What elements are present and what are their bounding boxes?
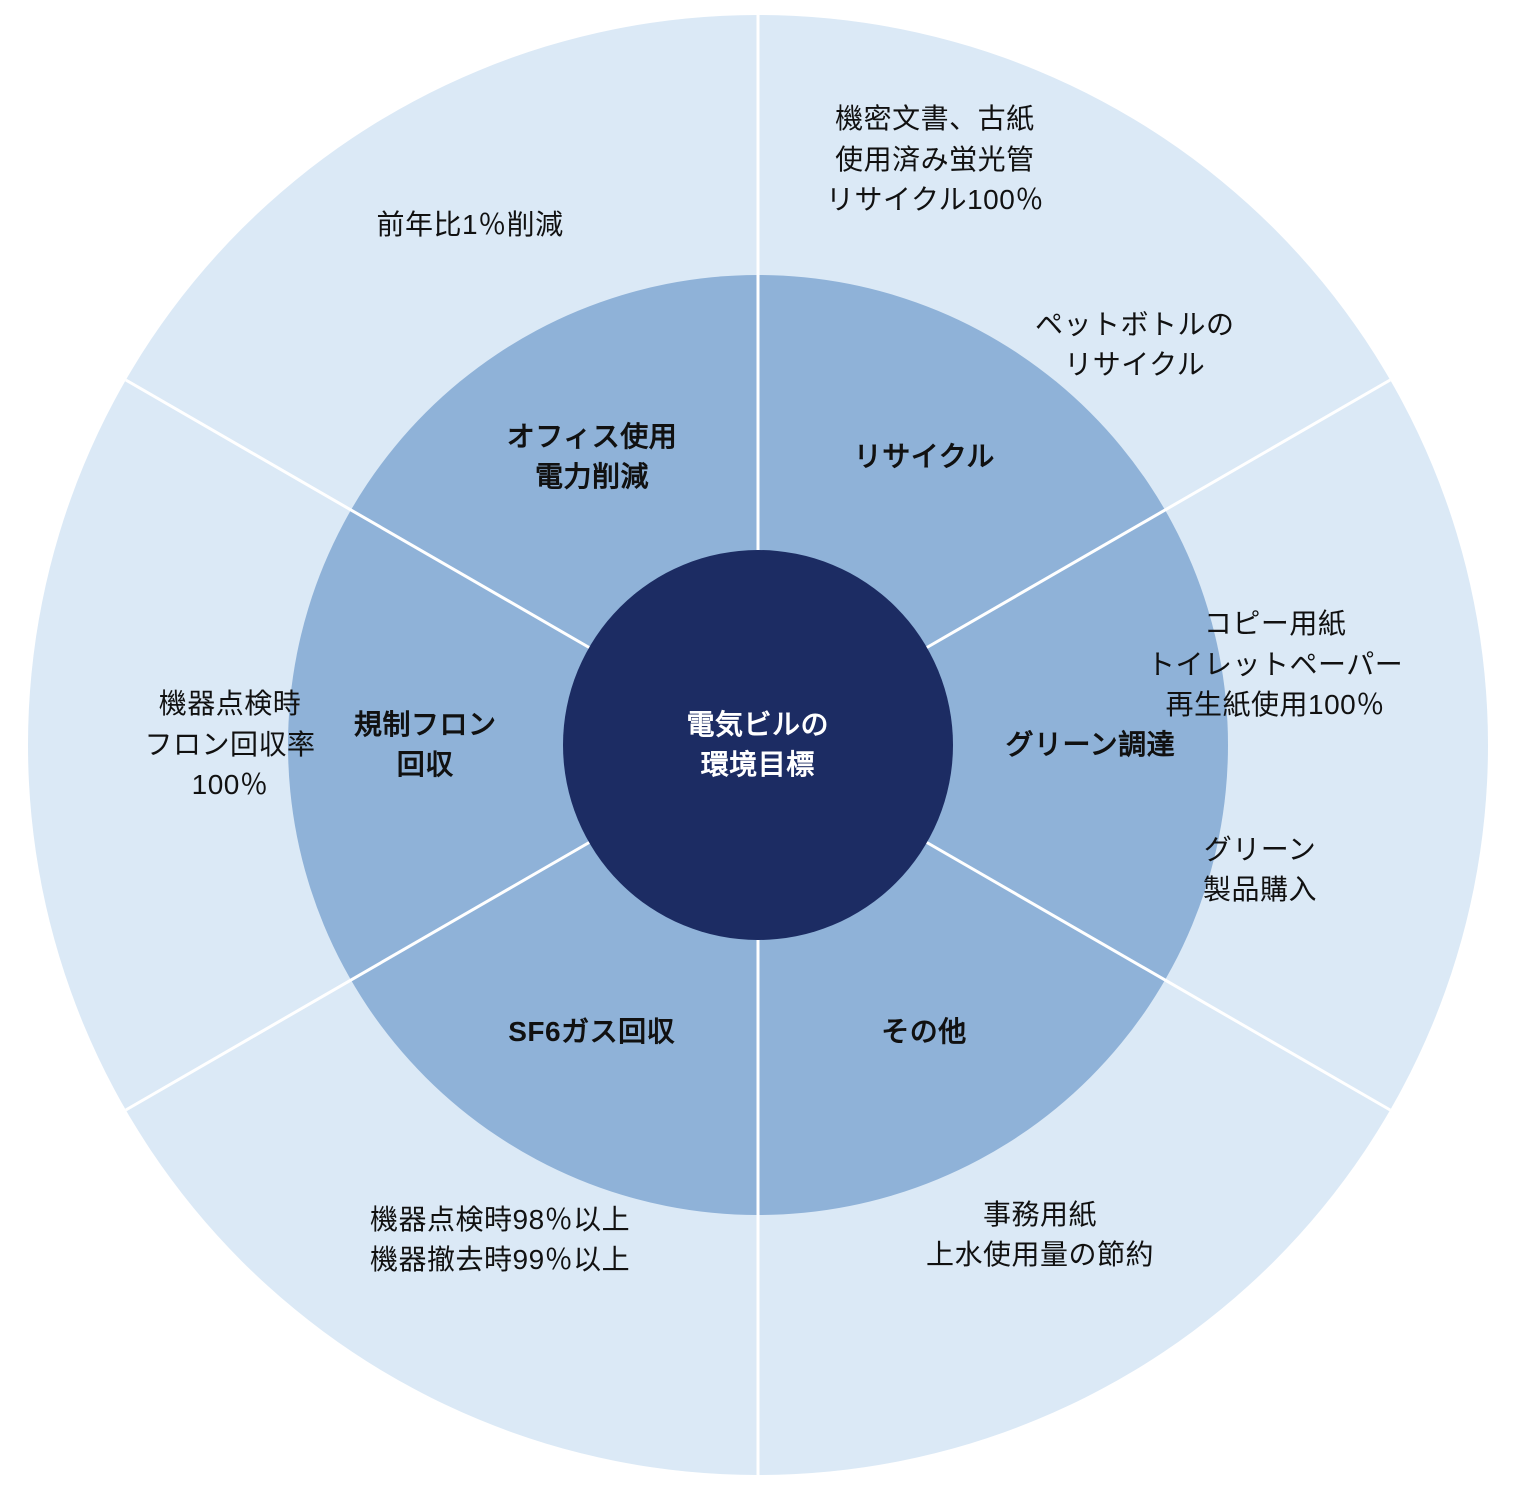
mid-label-other: その他 [881,1012,967,1053]
outer-label-freon-rate: 機器点検時 フロン回収率 100％ [145,684,316,806]
outer-label-sf6-rates: 機器点検時98％以上 機器撤去時99％以上 [370,1200,630,1281]
radial-diagram: 電気ビルの 環境目標 オフィス使用 電力削減 リサイクル グリーン調達 その他 … [0,0,1517,1491]
outer-label-recycle-pet: ペットボトルの リサイクル [1035,305,1235,386]
outer-label-green-products: グリーン 製品購入 [1203,830,1317,911]
outer-label-recycle-docs: 機密文書、古紙 使用済み蛍光管 リサイクル100％ [826,99,1044,221]
outer-label-yoy-cut: 前年比1％削減 [377,205,564,246]
outer-label-recycled-paper: コピー用紙 トイレットペーパー 再生紙使用100％ [1147,604,1403,726]
center-label: 電気ビルの 環境目標 [687,705,830,786]
mid-label-sf6: SF6ガス回収 [508,1012,675,1053]
mid-label-recycle: リサイクル [854,437,995,478]
mid-label-green-procure: グリーン調達 [1006,725,1176,766]
outer-label-paper-water: 事務用紙 上水使用量の節約 [926,1195,1154,1276]
mid-label-freon: 規制フロン 回収 [354,705,497,786]
mid-label-office-power: オフィス使用 電力削減 [507,417,677,498]
